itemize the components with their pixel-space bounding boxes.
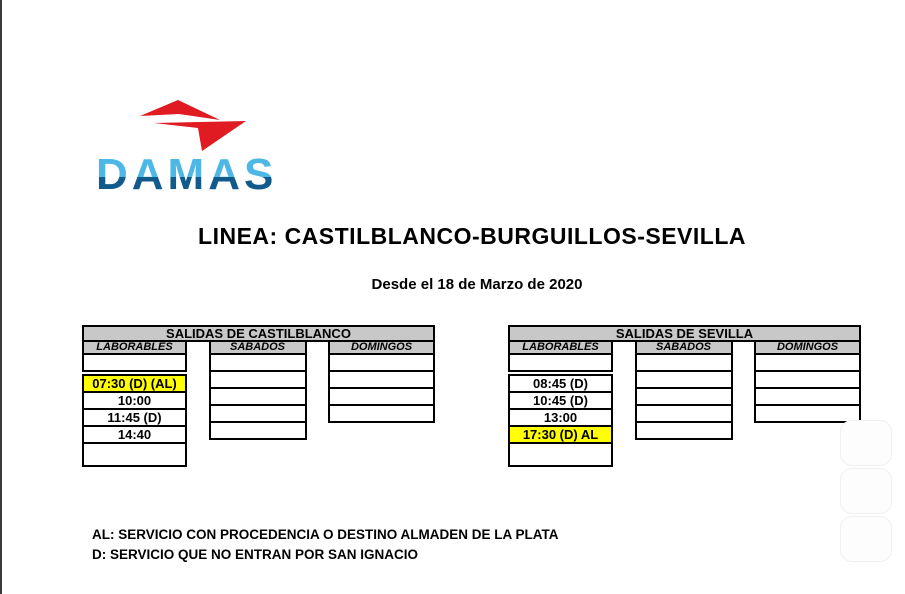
time-cell: 07:30 (D) (AL) — [82, 374, 187, 393]
page-left-edge — [0, 0, 2, 594]
empty-cell — [82, 353, 187, 372]
timetable-castilblanco: SALIDAS DE CASTILBLANCO LABORABLES 07:30 (… — [82, 325, 435, 467]
legend-note-al: AL: SERVICIO CON PROCEDENCIA O DESTINO A… — [92, 527, 559, 542]
timetable-columns: LABORABLES 08:45 (D) 10:45 (D) 13:00 17:30 (… — [508, 340, 861, 467]
column-header: LABORABLES — [508, 340, 613, 355]
page-overlay-button-3[interactable] — [840, 516, 892, 562]
page-overlay-button-2[interactable] — [840, 468, 892, 514]
empty-cell — [328, 404, 435, 423]
page-title: LINEA: CASTILBLANCO-BURGUILLOS-SEVILLA — [198, 223, 746, 249]
page-overlay-button-1[interactable] — [840, 420, 892, 466]
timetable-title: SALIDAS DE SEVILLA — [508, 325, 861, 342]
timetable-sevilla: SALIDAS DE SEVILLA LABORABLES 08:45 (D) 10:… — [508, 325, 861, 467]
empty-cell — [82, 442, 187, 467]
timetable-column-domingos: DOMINGOS — [328, 340, 435, 467]
timetable-column-domingos: DOMINGOS — [754, 340, 861, 467]
timetable-column-sabados: SABADOS — [634, 340, 733, 467]
time-cell: 13:00 — [508, 408, 613, 427]
empty-cell — [508, 442, 613, 467]
timetable-column-sabados: SABADOS — [208, 340, 307, 467]
column-header: LABORABLES — [82, 340, 187, 355]
time-cell: 10:00 — [82, 391, 187, 410]
empty-cell — [634, 421, 733, 440]
timetable-column-laborables: LABORABLES 08:45 (D) 10:45 (D) 13:00 17:30 (… — [508, 340, 613, 467]
timetable-columns: LABORABLES 07:30 (D) (AL) 10:00 11:45 (D) 14… — [82, 340, 435, 467]
legend-notes: AL: SERVICIO CON PROCEDENCIA O DESTINO A… — [92, 525, 559, 565]
damas-arrows-icon — [140, 100, 246, 151]
empty-cell — [754, 404, 861, 423]
empty-cell — [508, 353, 613, 372]
legend-note-d: D: SERVICIO QUE NO ENTRAN POR SAN IGNACI… — [92, 547, 419, 562]
time-cell: 11:45 (D) — [82, 408, 187, 427]
empty-cell — [208, 421, 307, 440]
timetable-column-laborables: LABORABLES 07:30 (D) (AL) 10:00 11:45 (D) 14… — [82, 340, 187, 467]
effective-date: Desde el 18 de Marzo de 2020 — [371, 276, 583, 293]
time-cell: 17:30 (D) AL — [508, 425, 613, 444]
damas-logo-text: DAMAS — [96, 150, 278, 199]
